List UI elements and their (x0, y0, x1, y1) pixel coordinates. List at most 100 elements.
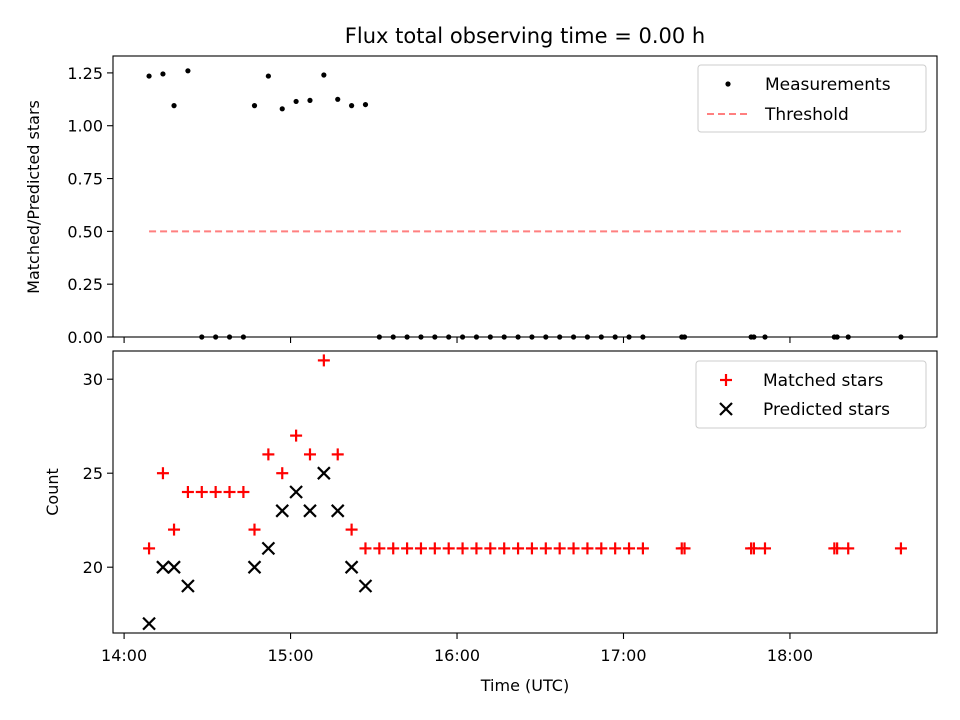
matched-stars-point (609, 542, 622, 555)
matched-stars-point (195, 486, 208, 498)
chart-title: Flux total observing time = 0.00 h (345, 24, 705, 48)
bottom-panel: 20 25 30 14:00 15:00 16:00 17:00 18:00 Count T… (43, 350, 938, 695)
matched-stars-point (470, 542, 483, 555)
matched-stars-point (831, 542, 844, 555)
matched-stars-point (331, 448, 344, 461)
predicted-stars-point (247, 560, 262, 574)
measurements-point (348, 103, 355, 109)
bottom-x-ticks: 14:00 15:00 16:00 17:00 18:00 (101, 633, 813, 665)
predicted-stars-point (358, 579, 373, 593)
x-tick-label: 17:00 (600, 646, 646, 665)
bottom-legend-frame (695, 360, 927, 429)
predicted-stars-point (344, 560, 359, 574)
matched-stars-point (387, 542, 400, 555)
matched-stars-point (567, 542, 580, 555)
predicted-stars-point (317, 466, 331, 480)
matched-stars-point (442, 542, 455, 555)
matched-stars-point (678, 542, 691, 555)
matched-stars-point (248, 523, 261, 536)
legend-label-threshold: Threshold (764, 105, 849, 125)
matched-stars-point (276, 467, 289, 480)
legend-label-measurements: Measurements (765, 75, 891, 95)
matched-stars-point (168, 523, 181, 536)
predicted-stars-point (289, 485, 303, 499)
matched-stars-point (623, 542, 636, 555)
y-tick-label: 30 (83, 370, 103, 389)
top-marks (146, 68, 904, 340)
top-legend-frame (697, 64, 927, 133)
top-panel: 0.00 0.25 0.50 0.75 1.00 1.25 Matched/Predict… (24, 55, 938, 347)
predicted-stars-point (156, 560, 170, 574)
y-tick-label: 0.50 (67, 222, 103, 241)
measurements-point (321, 72, 327, 78)
matched-stars-point (456, 542, 469, 555)
matched-stars-point (209, 486, 222, 498)
predicted-stars-point (261, 541, 276, 556)
measurements-point (362, 101, 369, 108)
predicted-stars-point (303, 504, 317, 518)
y-tick-label: 0.75 (67, 170, 103, 189)
matched-stars-point (303, 448, 316, 461)
matched-stars-point (290, 429, 303, 442)
x-tick-label: 16:00 (434, 646, 480, 665)
legend-label-predicted-stars: Predicted stars (763, 400, 890, 420)
measurements-point (307, 97, 313, 103)
matched-stars-point (595, 542, 608, 555)
x-axis-label: Time (UTC) (480, 676, 569, 695)
predicted-stars-point (142, 616, 156, 631)
measurements-point (171, 103, 177, 109)
matched-stars-point (842, 542, 855, 555)
matched-stars-point (581, 542, 594, 555)
predicted-stars-point (167, 560, 181, 574)
matched-stars-point (636, 542, 649, 555)
legend-label-matched-stars: Matched stars (763, 371, 883, 391)
bottom-legend: Matched stars Predicted stars (695, 360, 927, 429)
measurements-point (335, 96, 341, 102)
matched-stars-point (359, 542, 372, 555)
matched-stars-point (512, 542, 525, 555)
legend-marker-predicted-stars (719, 402, 733, 416)
measurements-point (160, 71, 166, 77)
y-tick-label: 1.00 (67, 117, 103, 136)
top-plot-frame (112, 55, 938, 338)
bottom-y-ticks: 20 25 30 (83, 370, 113, 577)
predicted-stars-point (330, 504, 345, 518)
matched-stars-point (262, 448, 275, 461)
y-tick-label: 20 (83, 558, 103, 577)
matched-stars-point (373, 542, 386, 555)
y-tick-label: 0.00 (67, 328, 103, 347)
matched-stars-point (553, 542, 566, 555)
bottom-plot-frame (112, 350, 938, 634)
matched-stars-point (894, 542, 907, 555)
matched-stars-point (525, 542, 538, 555)
matched-stars-point (484, 542, 497, 555)
y-tick-label: 0.25 (67, 275, 103, 294)
top-legend: Measurements Threshold (697, 64, 927, 133)
x-tick-label: 18:00 (767, 646, 813, 665)
matched-stars-point (428, 542, 441, 555)
matched-stars-point (156, 467, 169, 480)
predicted-stars-point (181, 579, 195, 593)
bottom-marks (142, 354, 907, 631)
measurements-point (265, 73, 271, 79)
top-y-ticks: 0.00 0.25 0.50 0.75 1.00 1.25 (67, 64, 113, 347)
predicted-stars-point (275, 504, 290, 518)
matched-stars-point (181, 486, 194, 498)
legend-marker-measurements (725, 81, 731, 87)
y-tick-label: 1.25 (67, 64, 103, 83)
y-tick-label: 25 (83, 464, 103, 483)
bottom-y-axis-label: Count (43, 468, 62, 516)
matched-stars-point (539, 542, 552, 555)
matched-stars-point (345, 523, 358, 536)
top-x-ticks (123, 337, 791, 343)
x-tick-label: 14:00 (101, 646, 147, 665)
matched-stars-point (414, 542, 427, 555)
top-y-axis-label: Matched/Predicted stars (24, 100, 43, 294)
x-tick-label: 15:00 (268, 646, 314, 665)
measurements-point (251, 103, 258, 109)
measurements-point (146, 73, 152, 79)
matched-stars-point (401, 542, 414, 555)
matched-stars-point (223, 486, 236, 498)
matched-stars-point (747, 542, 760, 555)
